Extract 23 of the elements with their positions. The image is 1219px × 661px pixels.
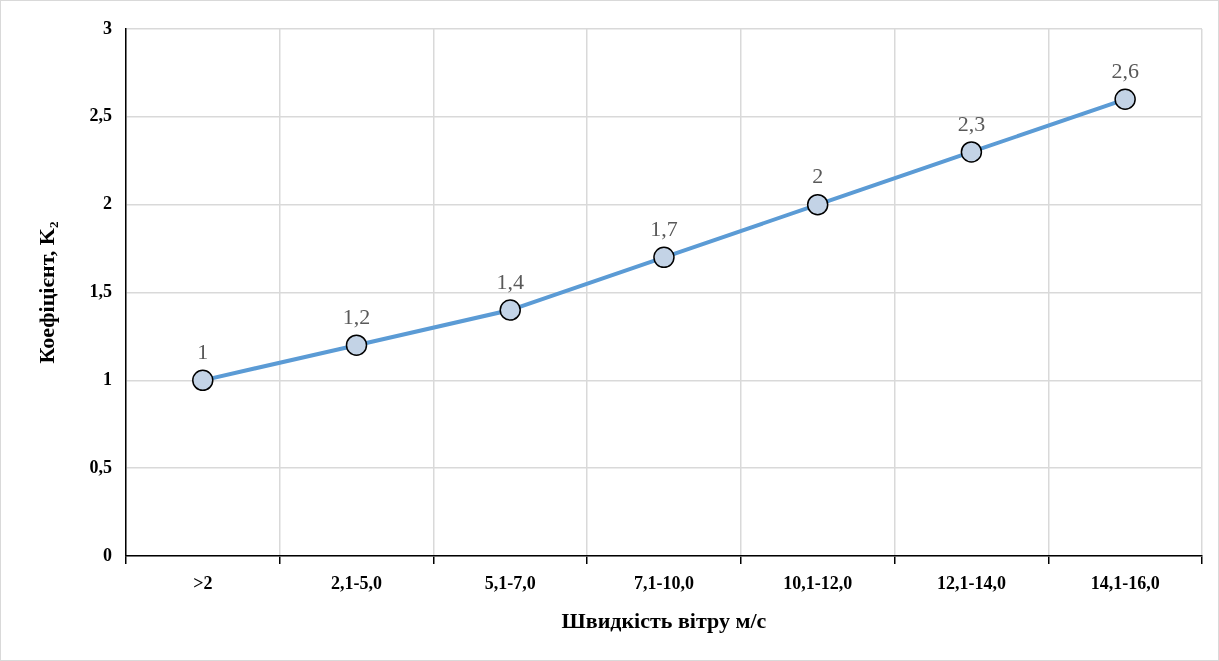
data-label: 2,3 (957, 110, 986, 136)
data-label: 1 (197, 339, 209, 365)
y-axis-title: Коефіцієнт, K₂ (33, 221, 59, 364)
y-tick-label: 0,5 (89, 456, 112, 477)
x-tick-label: 5,1-7,0 (484, 573, 536, 594)
y-tick-label: 2,5 (89, 105, 112, 126)
y-tick-label: 2 (102, 193, 112, 214)
y-tick-label: 1,5 (89, 281, 112, 302)
x-tick-label: 7,1-10,0 (633, 573, 694, 594)
x-tick-label: 2,1-5,0 (330, 573, 382, 594)
data-label: 1,7 (650, 216, 678, 242)
data-label: 2,6 (1111, 58, 1139, 84)
y-tick-label: 3 (102, 17, 112, 38)
x-tick-label: 10,1-12,0 (783, 573, 853, 594)
data-label: 1,2 (342, 303, 371, 329)
x-tick-label: >2 (193, 573, 213, 594)
data-label: 1,4 (496, 268, 524, 294)
x-tick-label: 14,1-16,0 (1090, 573, 1160, 594)
y-tick-label: 0 (102, 544, 112, 565)
x-axis-title: Швидкість вітру м/с (561, 608, 767, 634)
data-label: 2 (812, 163, 824, 189)
x-tick-label: 12,1-14,0 (936, 573, 1006, 594)
y-tick-label: 1 (102, 368, 112, 389)
